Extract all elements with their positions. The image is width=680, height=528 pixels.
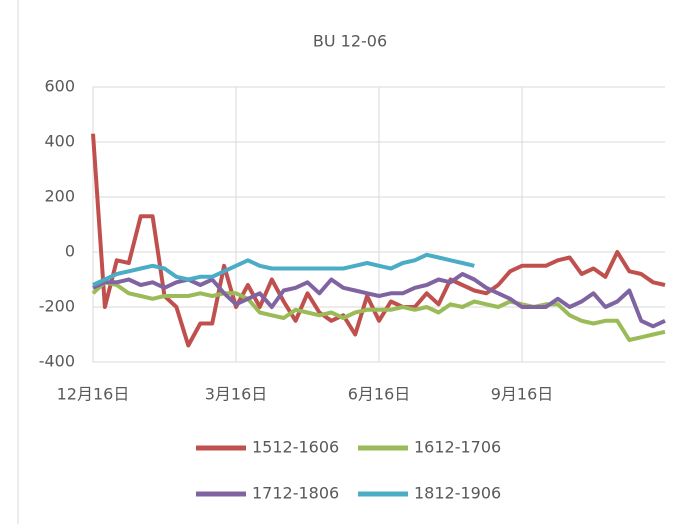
x-tick-label: 6月16日 — [348, 385, 411, 404]
y-tick-label: 600 — [44, 77, 75, 96]
y-tick-label: 400 — [44, 132, 75, 151]
legend-label: 1512-1606 — [252, 438, 339, 457]
y-tick-label: -400 — [39, 352, 75, 371]
series-line — [91, 133, 666, 348]
y-tick-label: 200 — [44, 187, 75, 206]
y-tick-label: 0 — [65, 242, 75, 261]
legend-label: 1612-1706 — [414, 438, 501, 457]
series-line — [92, 252, 475, 287]
legend-label: 1812-1906 — [414, 484, 501, 503]
chart-title: BU 12-06 — [313, 32, 387, 51]
x-tick-label: 12月16日 — [57, 385, 130, 404]
legend-label: 1712-1806 — [252, 484, 339, 503]
x-tick-label: 3月16日 — [205, 385, 268, 404]
y-tick-label: -200 — [39, 297, 75, 316]
x-tick-label: 9月16日 — [491, 385, 554, 404]
series-line — [91, 280, 666, 342]
